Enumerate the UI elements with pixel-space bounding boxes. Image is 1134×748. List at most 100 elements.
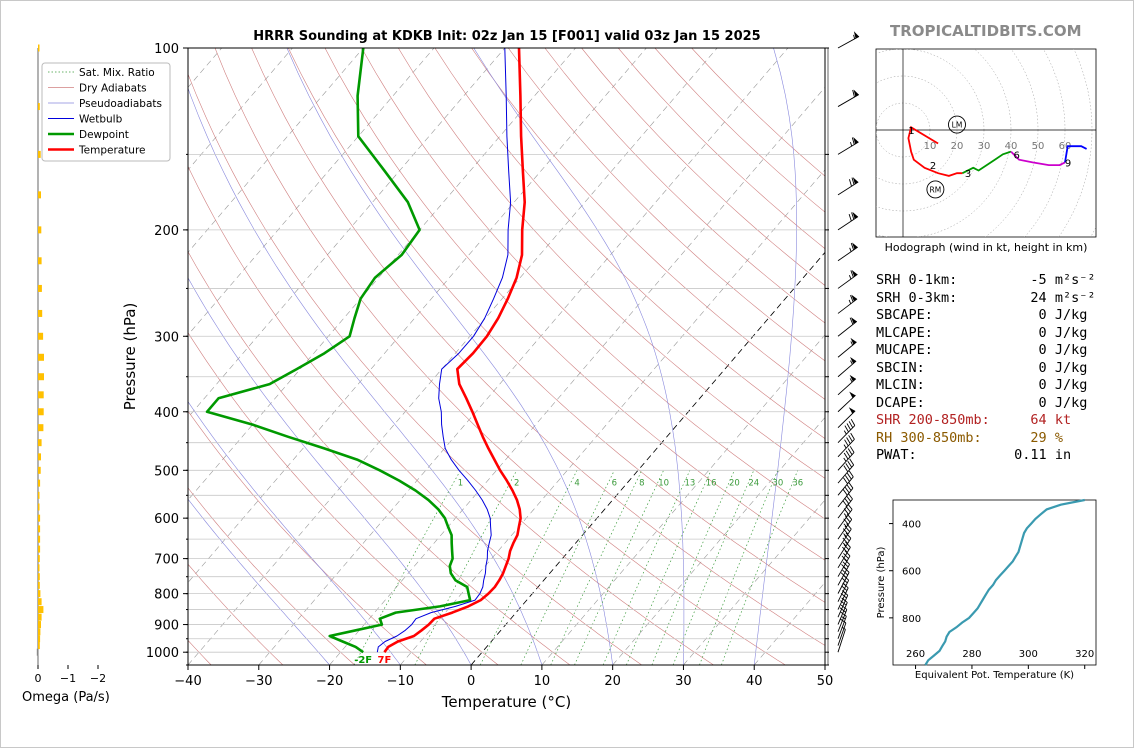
barb-staff [837,298,858,314]
index-unit: J/kg [1054,307,1088,323]
omega-bar [38,573,40,581]
barb-flag [849,179,852,187]
barb-flag [844,439,849,447]
thetae-panel: 260 280 300 320 400 600 800 Equivalent Pot. Tem… [876,498,1097,681]
barb-pennant [849,374,856,382]
isotherm [188,48,718,665]
x-tick-label: 30 [675,674,692,689]
y-tick-label: 600 [154,512,179,527]
surface-temp-label: 7F [378,655,392,666]
index-row: SBCIN: 0 J/kg [876,360,1106,378]
mixing-ratio-line [626,470,712,665]
legend-label: Pseudoadiabats [79,98,162,110]
mixing-ratio-label: 2 [514,478,519,488]
index-row: SBCAPE: 0 J/kg [876,307,1106,325]
hodograph-ring-label: 20 [951,141,964,152]
dry-adiabat [398,48,825,479]
barb-half [850,142,853,147]
wind-barb [837,597,848,625]
isotherm [258,48,789,665]
barb-staff [837,273,858,289]
hodograph-segment [1064,145,1088,163]
x-tick-label: −30 [245,674,272,689]
barb-half [843,430,847,435]
barb-flag [848,435,853,442]
omega-bar [38,103,40,111]
barb-pennant [851,294,858,302]
mixing-ratio-line [550,470,643,665]
mixing-ratio-label: 36 [792,478,803,488]
barb-half [841,597,846,602]
omega-bar [38,491,40,499]
barb-flag [842,546,848,553]
omega-bar [38,408,44,416]
barb-staff [837,580,850,602]
omega-bar [38,613,42,621]
omega-bar [38,373,44,381]
barb-staff [837,246,858,262]
barb-flag [844,535,850,542]
skewt-isobars [188,47,825,666]
hodograph-height-label: 6 [1014,150,1020,161]
barb-pennant [852,177,859,185]
index-label: SHR 200-850mb: [876,412,1007,428]
mixing-ratio-label: 10 [658,478,669,488]
barb-staff [837,360,857,378]
barb-staff [837,36,860,49]
barb-staff [837,487,854,508]
isotherm [683,499,825,665]
index-label: DCAPE: [876,394,1007,411]
hodograph-ring-label: 40 [1005,141,1018,152]
wind-barb [837,492,853,519]
barb-pennant [853,31,860,39]
omega-bar [38,606,44,614]
wind-barb [837,432,855,458]
barb-staff [837,538,852,559]
omega-bar [38,391,44,399]
brand-watermark: TROPICALTIDBITS.COM [890,22,1082,40]
thetae-line [924,498,1085,666]
barb-flag [850,295,854,303]
wind-barb [837,513,853,540]
barb-flag [846,472,852,480]
barb-flag [843,465,849,473]
hodograph-ring-label: 10 [924,141,937,152]
index-value: 0 [1006,342,1055,358]
barb-half [843,457,847,462]
index-unit: in [1054,447,1072,463]
storm-motion-label: RM [930,185,942,194]
barb-flag [844,525,850,532]
thetae-y-tick-label: 800 [902,614,921,625]
barb-flag [846,523,852,530]
mixing-ratio-label: 1 [458,478,463,488]
barb-staff [837,629,846,653]
barb-flag [842,489,848,496]
omega-bar [38,590,41,598]
dry-adiabat [214,48,786,665]
barb-pennant [853,137,859,145]
barb-staff [837,609,848,632]
wind-barb [837,503,853,530]
mixing-ratio-line [414,470,518,665]
legend-label: Wetbulb [79,114,123,126]
omega-x-tick-label: −1 [60,672,76,685]
thetae-y-tick-label: 600 [902,567,921,578]
barb-flag [851,137,855,145]
wind-barb [837,418,856,443]
mixing-ratio-label: 24 [748,478,759,488]
barb-flag [846,484,852,491]
hodograph-panel: 10 20 30 40 50 60 1 2 3 6 9 LM RM [875,48,1097,238]
barb-flag [843,552,849,559]
hodograph-segment [907,125,963,177]
barb-flag [843,477,848,485]
mixing-ratio-label: 13 [684,478,695,488]
legend-label: Sat. Mix. Ratio [79,67,155,79]
barb-flag [844,486,850,494]
barb-staff [837,378,857,396]
legend-label: Dewpoint [79,129,129,141]
barb-half [842,542,847,547]
wind-barb [837,89,860,107]
index-value: 0 [1006,324,1055,341]
barb-half [849,247,852,252]
barb-pennant [850,357,857,364]
